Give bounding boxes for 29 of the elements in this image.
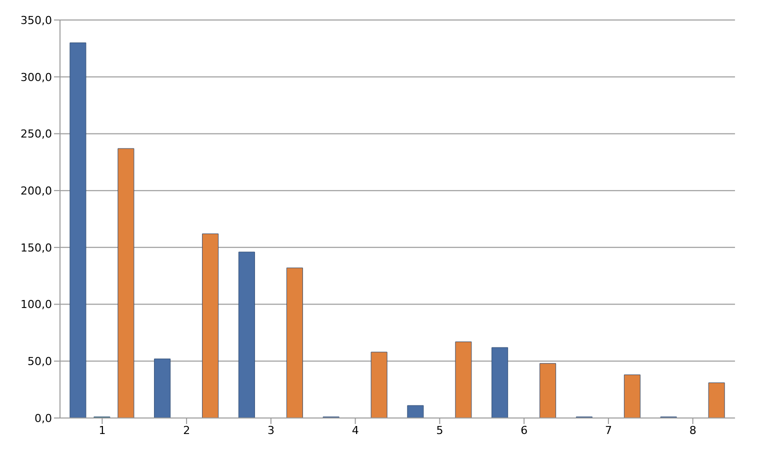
- x-tick-label: 1: [98, 424, 106, 437]
- x-tick-label: 4: [352, 424, 359, 437]
- x-tick-label: 8: [689, 424, 696, 437]
- y-tick-label: 300,0: [20, 70, 52, 84]
- y-tick-label: 100,0: [20, 298, 52, 312]
- bar: [286, 268, 303, 418]
- bar: [70, 42, 86, 418]
- y-tick-label: 200,0: [20, 184, 52, 198]
- y-tick-label: 0,0: [34, 412, 52, 425]
- bar: [540, 363, 556, 418]
- bar: [238, 252, 255, 418]
- y-tick-label: 50,0: [28, 355, 52, 368]
- x-tick-label: 2: [183, 424, 190, 437]
- bar: [370, 352, 388, 418]
- bar: [202, 234, 219, 418]
- x-tick-label: 6: [520, 424, 528, 437]
- bar: [624, 374, 640, 418]
- y-tick-label: 250,0: [20, 128, 52, 141]
- bar: [118, 148, 134, 418]
- x-tick-label: 7: [604, 424, 612, 437]
- bar: [154, 358, 171, 418]
- x-tick-label: 3: [267, 424, 274, 437]
- bar: [708, 382, 725, 418]
- x-tick-label: 5: [436, 424, 444, 437]
- bar: [455, 342, 472, 418]
- y-tick-label: 150,0: [20, 241, 52, 254]
- bar: [492, 347, 508, 418]
- y-tick-label: 350,0: [20, 14, 52, 27]
- bar: [407, 405, 424, 418]
